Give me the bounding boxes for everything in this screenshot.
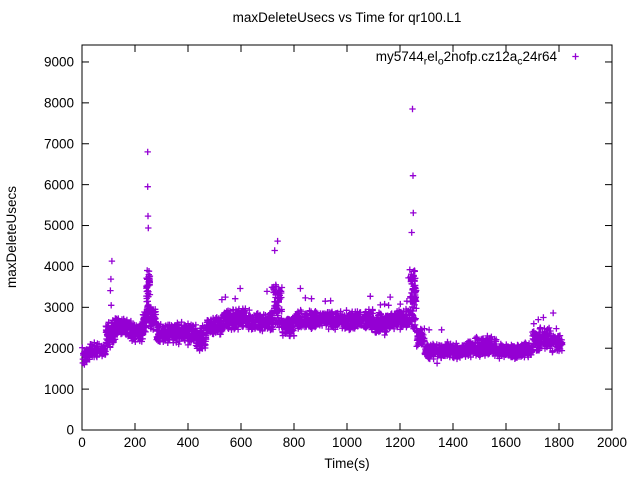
x-axis-label: Time(s) (324, 456, 369, 471)
y-tick-label: 6000 (44, 177, 74, 192)
x-tick-label: 0 (78, 435, 86, 450)
legend-label-part: my5744 (376, 49, 425, 64)
y-tick-label: 9000 (44, 55, 74, 70)
x-tick-label: 1400 (438, 435, 468, 450)
x-tick-label: 1600 (491, 435, 521, 450)
x-tick-label: 1000 (332, 435, 362, 450)
x-tick-label: 600 (230, 435, 253, 450)
legend-label: my5744relo2nofp.cz12ac24r64 (376, 49, 558, 68)
y-axis-label: maxDeleteUsecs (4, 186, 19, 288)
y-tick-label: 2000 (44, 341, 74, 356)
legend-label-part: el (427, 49, 438, 64)
chart-title: maxDeleteUsecs vs Time for qr100.L1 (233, 10, 462, 25)
y-tick-label: 7000 (44, 136, 74, 151)
y-tick-label: 8000 (44, 96, 74, 111)
axis-tick-labels: 0 200 400 600 800 1000 1200 1400 1600 1800 2000 0 10… (44, 55, 627, 450)
x-tick-label: 800 (283, 435, 306, 450)
legend-label-part: 24r64 (522, 49, 557, 64)
y-tick-label: 5000 (44, 218, 74, 233)
legend-label-subscript: o (438, 56, 444, 68)
legend-label-part: 2nofp.cz12a (444, 49, 518, 64)
plot-border (81, 44, 613, 431)
legend-marker-plus-icon (572, 53, 579, 60)
x-tick-label: 400 (177, 435, 200, 450)
y-tick-label: 4000 (44, 259, 74, 274)
x-tick-label: 200 (124, 435, 147, 450)
x-tick-label: 1800 (544, 435, 574, 450)
legend-label-subscript: c (517, 56, 522, 68)
legend: my5744relo2nofp.cz12ac24r64 (376, 49, 579, 68)
axis-tick-marks (81, 45, 613, 431)
legend-label-subscript: r (424, 56, 428, 68)
x-tick-label: 2000 (597, 435, 627, 450)
y-tick-label: 1000 (44, 382, 74, 397)
y-tick-label: 0 (66, 423, 74, 438)
scatter-points (79, 105, 566, 368)
x-tick-label: 1200 (385, 435, 415, 450)
y-tick-label: 3000 (44, 300, 74, 315)
series-points-path (79, 105, 566, 368)
